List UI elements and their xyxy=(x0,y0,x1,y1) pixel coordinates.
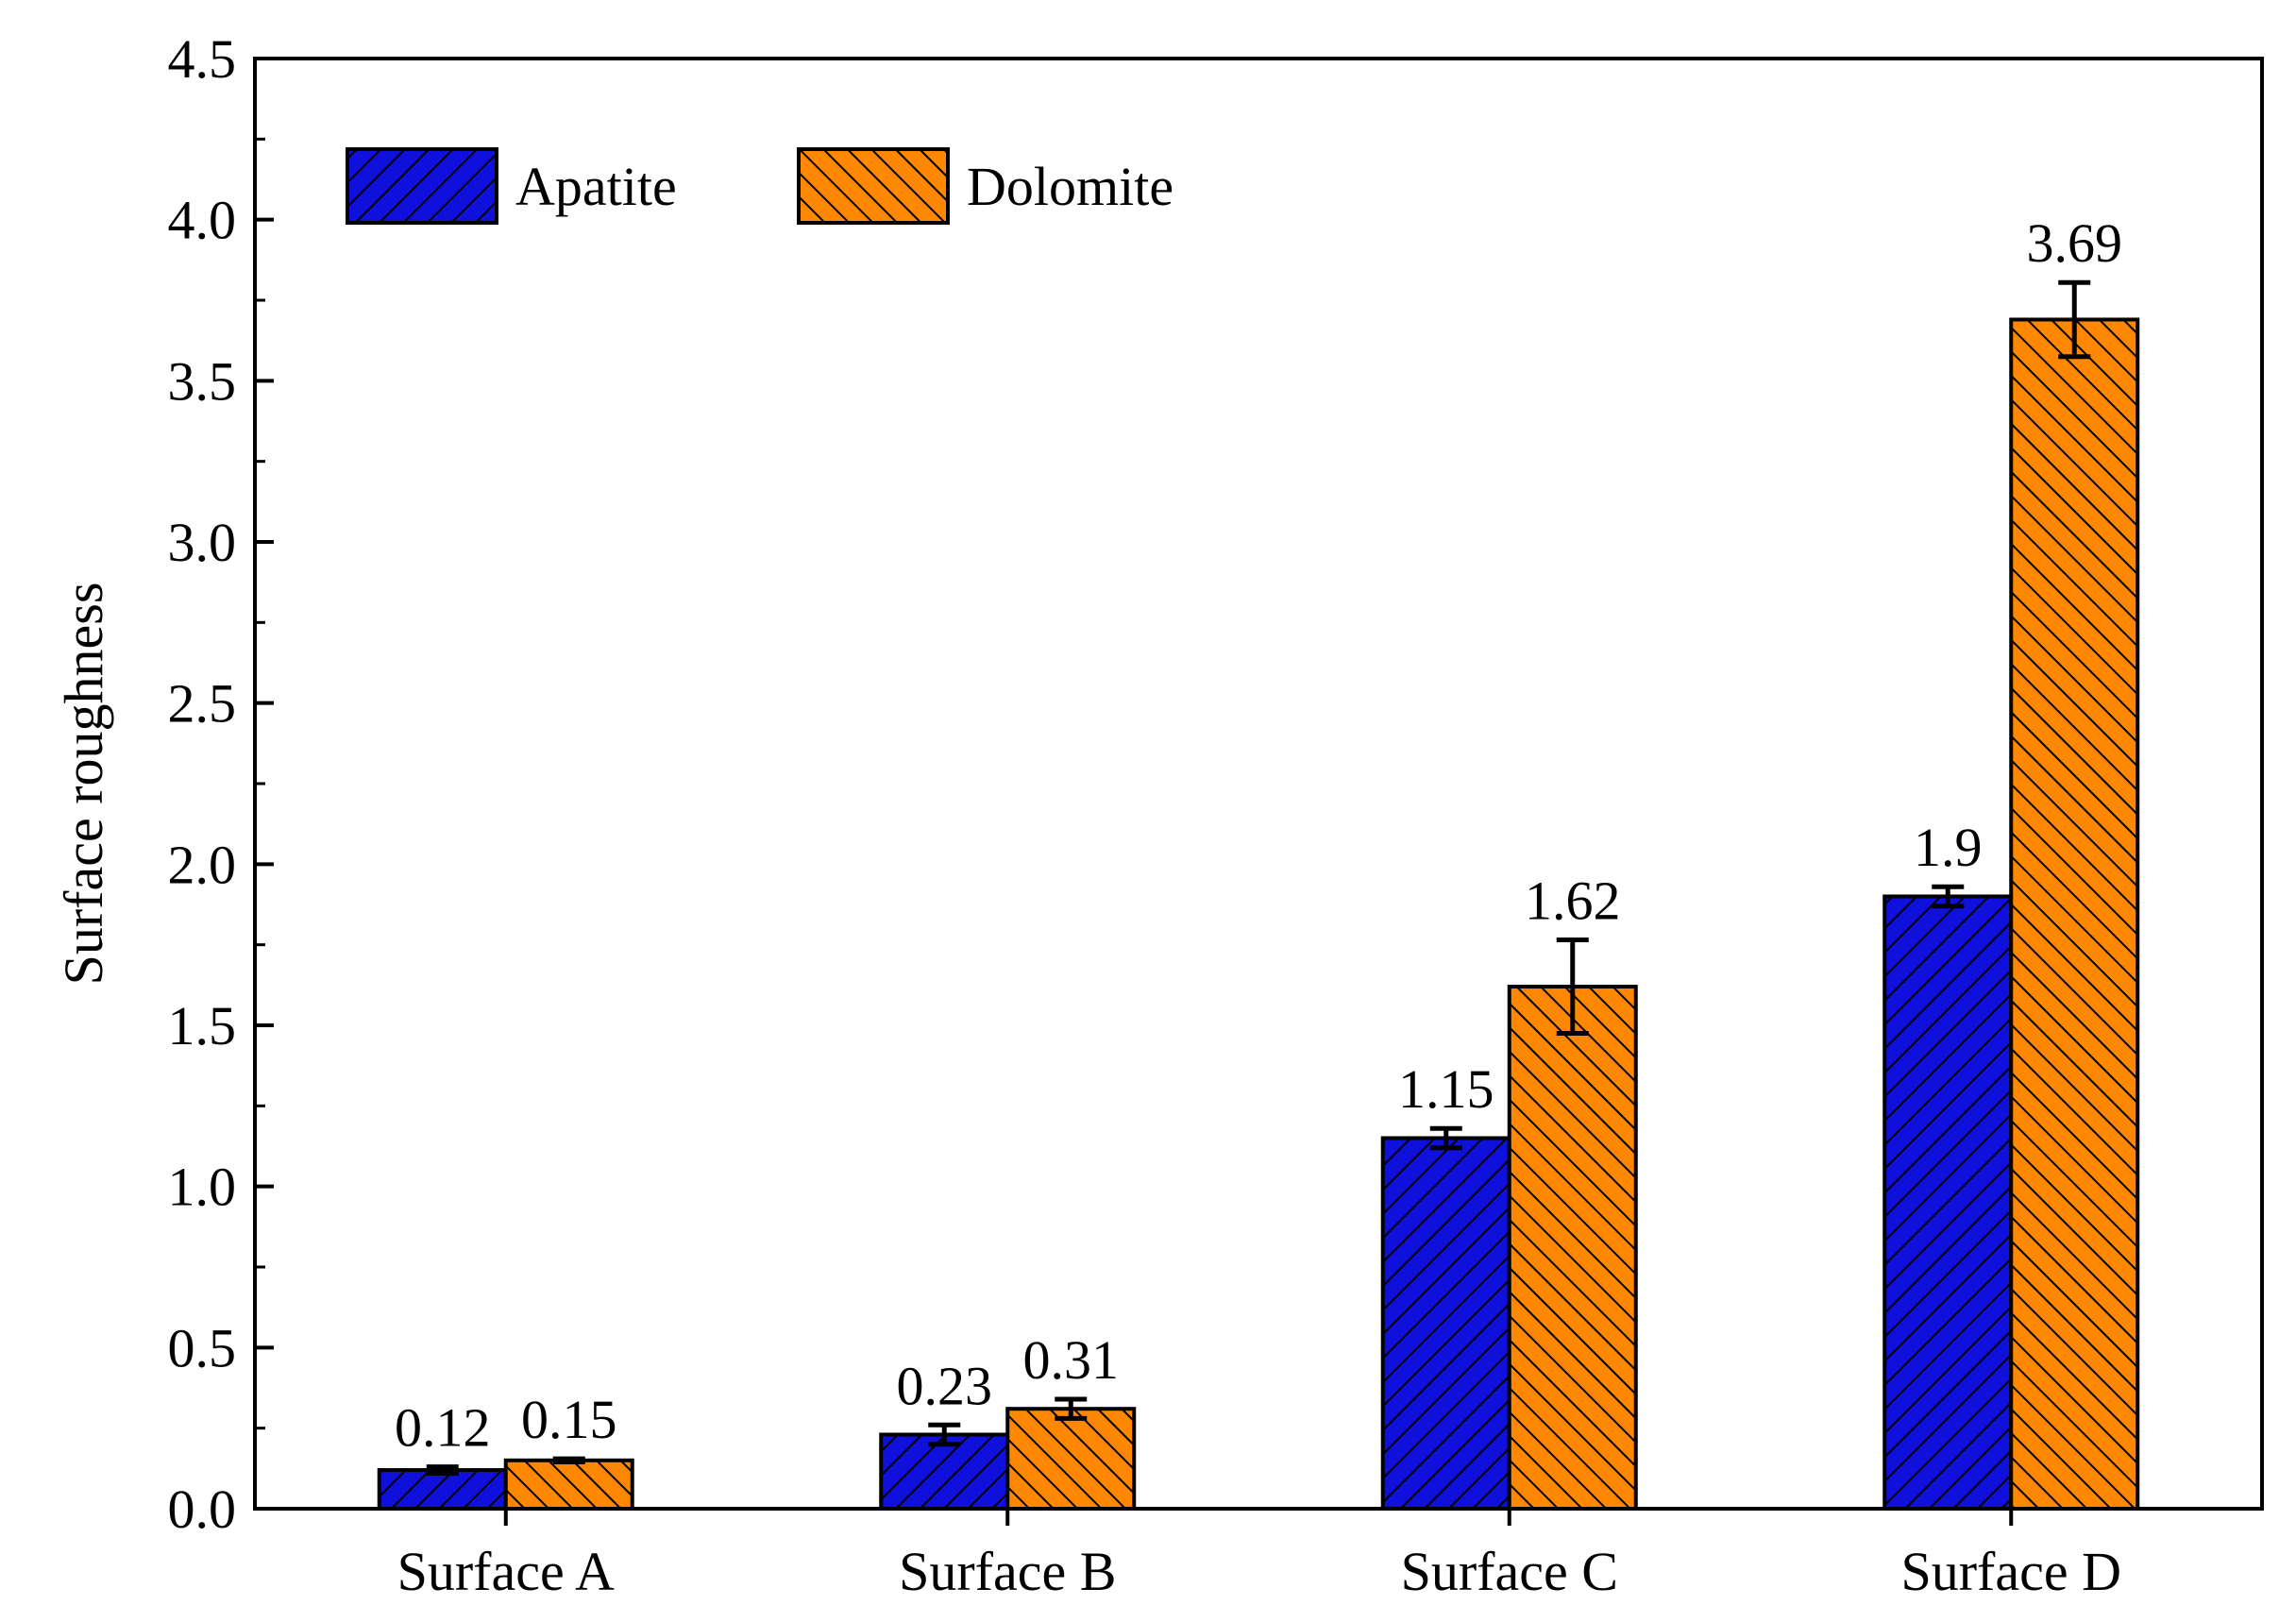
error-bar-dolomite-4 xyxy=(2058,279,2091,360)
bar-apatite-4 xyxy=(1882,894,2014,1511)
y-tick-label: 0.5 xyxy=(168,1317,237,1378)
y-axis-label: Surface roughness xyxy=(53,583,114,986)
data-label-dolomite-2: 0.31 xyxy=(1023,1329,1120,1391)
bar-dolomite-4 xyxy=(2009,317,2140,1512)
bar-apatite-3 xyxy=(1380,1136,1511,1511)
y-tick-label: 2.5 xyxy=(168,673,237,735)
x-tick-label-4: Surface D xyxy=(1900,1541,2121,1602)
error-bar-apatite-2 xyxy=(928,1422,961,1447)
y-tick-label: 2.0 xyxy=(168,834,237,895)
y-tick-label: 4.0 xyxy=(168,190,237,251)
y-tick-label: 1.0 xyxy=(168,1157,237,1218)
data-label-apatite-2: 0.23 xyxy=(897,1355,993,1416)
bar-dolomite-2 xyxy=(1005,1407,1137,1511)
data-label-apatite-3: 1.15 xyxy=(1398,1058,1494,1120)
plot-frame xyxy=(253,57,2264,1511)
legend-swatch-apatite xyxy=(346,147,498,225)
legend-swatch-dolomite xyxy=(797,147,950,225)
y-tick-label: 4.5 xyxy=(168,28,237,90)
error-bar-dolomite-2 xyxy=(1055,1396,1088,1421)
data-label-dolomite-4: 3.69 xyxy=(2027,212,2123,274)
legend: Apatite Dolomite xyxy=(346,147,1173,225)
axes-layer xyxy=(253,57,2264,1526)
error-bar-apatite-3 xyxy=(1429,1125,1462,1151)
legend-label-dolomite: Dolomite xyxy=(967,156,1173,217)
error-bar-apatite-1 xyxy=(426,1464,459,1476)
data-label-apatite-1: 0.12 xyxy=(395,1397,491,1459)
data-label-apatite-4: 1.9 xyxy=(1914,817,1983,878)
x-tick-label-2: Surface B xyxy=(899,1541,1116,1602)
bar-dolomite-1 xyxy=(503,1458,634,1512)
y-tick-label: 0.0 xyxy=(168,1478,237,1540)
labels-layer: 0.12 0.15 Surface A 0.23 0.31 Surface B 1.15 1.… xyxy=(53,28,2122,1602)
data-label-dolomite-1: 0.15 xyxy=(521,1389,617,1450)
x-tick-label-1: Surface A xyxy=(397,1541,615,1602)
y-tick-label: 3.5 xyxy=(168,350,237,412)
bars-layer xyxy=(377,279,2140,1512)
error-bar-dolomite-1 xyxy=(552,1456,585,1465)
legend-label-apatite: Apatite xyxy=(515,156,677,217)
error-bar-dolomite-3 xyxy=(1556,938,1589,1037)
y-tick-label: 3.0 xyxy=(168,512,237,573)
data-label-dolomite-3: 1.62 xyxy=(1525,870,1621,932)
x-tick-label-3: Surface C xyxy=(1401,1541,1618,1602)
bar-dolomite-3 xyxy=(1507,985,1638,1512)
bar-apatite-1 xyxy=(377,1468,508,1512)
y-tick-label: 1.5 xyxy=(168,995,237,1056)
error-bar-apatite-4 xyxy=(1932,884,1965,909)
legend-item-dolomite: Dolomite xyxy=(797,147,1173,225)
legend-item-apatite: Apatite xyxy=(346,147,677,225)
